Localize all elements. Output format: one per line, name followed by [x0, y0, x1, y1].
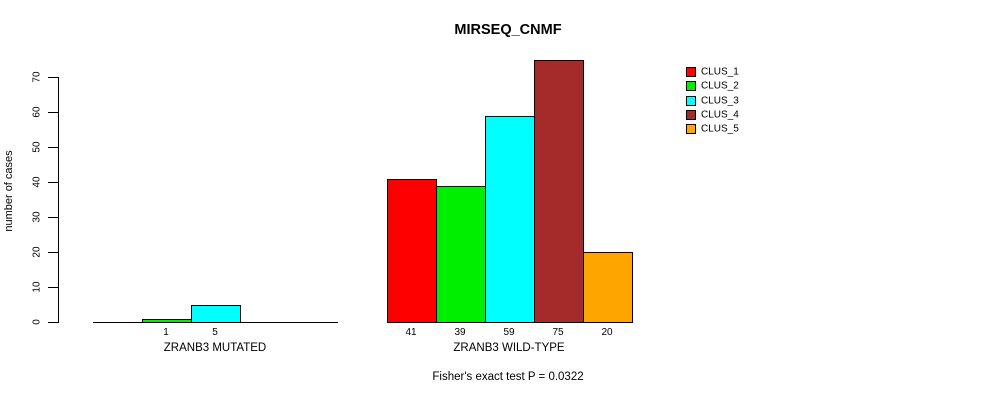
y-tick-mark	[48, 77, 58, 78]
bar-clus_4	[533, 59, 584, 323]
y-tick-mark	[48, 147, 58, 148]
bar-clus_1	[386, 178, 437, 323]
legend-swatch-clus_1	[686, 67, 696, 77]
y-tick-mark	[48, 322, 58, 323]
y-tick-label: 20	[31, 246, 43, 258]
y-tick-label: 40	[31, 176, 43, 188]
legend-swatch-clus_5	[686, 124, 696, 135]
y-tick-mark	[48, 217, 58, 218]
legend-label-clus_3: CLUS_3	[701, 95, 739, 107]
bar-clus_3	[190, 304, 241, 323]
y-tick-label: 10	[31, 281, 43, 293]
y-tick-label: 70	[31, 71, 43, 83]
bar-clus_3	[484, 115, 535, 323]
bar-clus_2	[435, 185, 486, 323]
fisher-test-annotation: Fisher's exact test P = 0.0322	[432, 371, 584, 383]
y-tick-mark	[48, 182, 58, 183]
legend-swatch-clus_2	[686, 81, 696, 92]
y-tick-label: 50	[31, 141, 43, 153]
legend-label-clus_2: CLUS_2	[701, 80, 739, 92]
legend-label-clus_4: CLUS_4	[701, 109, 739, 121]
bar-value-label: 1	[163, 327, 169, 338]
legend-label-clus_5: CLUS_5	[701, 123, 739, 135]
y-axis-label: number of cases	[3, 150, 15, 232]
legend-swatch-clus_4	[686, 109, 696, 120]
y-tick-label: 30	[31, 211, 43, 223]
legend-label-clus_1: CLUS_1	[701, 66, 739, 78]
chart-title: MIRSEQ_CNMF	[454, 22, 562, 38]
bar-value-label: 39	[454, 327, 466, 338]
bar-value-label: 41	[405, 327, 417, 338]
bar-value-label: 20	[601, 327, 613, 338]
y-tick-label: 0	[31, 319, 43, 325]
bar-clus_2	[141, 318, 192, 323]
y-tick-mark	[48, 112, 58, 113]
group-label-mutated: ZRANB3 MUTATED	[163, 342, 267, 354]
bar-clus_5	[582, 252, 633, 323]
y-tick-mark	[48, 287, 58, 288]
y-tick-mark	[48, 252, 58, 253]
bar-value-label: 5	[212, 327, 218, 338]
bar-value-label: 59	[503, 327, 515, 338]
bar-value-label: 75	[552, 327, 564, 338]
group-label-wildtype: ZRANB3 WILD-TYPE	[453, 342, 565, 354]
legend-swatch-clus_3	[686, 95, 696, 106]
y-axis-line	[58, 77, 59, 323]
y-tick-label: 60	[31, 106, 43, 118]
